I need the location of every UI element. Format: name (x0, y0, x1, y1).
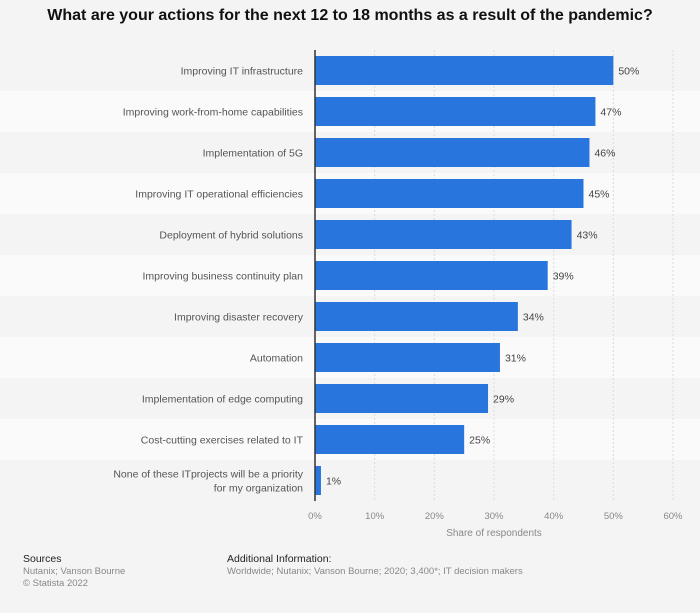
category-label: Improving disaster recovery (174, 312, 304, 324)
category-label: Automation (250, 353, 303, 365)
x-tick-label: 60% (663, 511, 683, 522)
category-label: Deployment of hybrid solutions (159, 230, 303, 242)
data-label: 39% (553, 271, 574, 283)
bar (315, 384, 489, 413)
category-label: Implementation of 5G (203, 148, 303, 160)
category-label: Improving IT operational efficiencies (135, 189, 303, 201)
bar (315, 179, 584, 208)
category-label: Implementation of edge computing (142, 394, 303, 406)
category-label: Improving business continuity plan (142, 271, 303, 283)
additional-info-heading: Additional Information: (227, 553, 332, 565)
x-tick-label: 20% (425, 511, 445, 522)
data-label: 47% (600, 107, 621, 119)
data-label: 34% (523, 312, 544, 324)
data-label: 1% (326, 476, 341, 488)
bar (315, 425, 465, 454)
x-tick-label: 10% (365, 511, 385, 522)
category-label: Cost-cutting exercises related to IT (141, 435, 304, 447)
category-label: None of these ITprojects will be a prior… (113, 469, 303, 495)
bar (315, 97, 596, 126)
additional-info-text: Worldwide; Nutanix; Vanson Bourne; 2020;… (227, 566, 523, 577)
x-axis-label: Share of respondents (446, 528, 542, 539)
data-label: 31% (505, 353, 526, 365)
x-tick-label: 0% (308, 511, 322, 522)
bar (315, 302, 518, 331)
data-label: 50% (618, 66, 639, 78)
data-label: 46% (594, 148, 615, 160)
data-label: 29% (493, 394, 514, 406)
copyright: © Statista 2022 (23, 578, 89, 589)
bar (315, 261, 548, 290)
bar (315, 343, 500, 372)
category-label: Improving work-from-home capabilities (123, 107, 303, 119)
data-label: 45% (589, 189, 610, 201)
x-tick-label: 30% (484, 511, 504, 522)
sources-text: Nutanix; Vanson Bourne (23, 566, 126, 577)
data-label: 25% (469, 435, 490, 447)
bar (315, 220, 572, 249)
row-band (0, 460, 700, 501)
sources-heading: Sources (23, 553, 62, 565)
bar (315, 56, 614, 85)
category-label: Improving IT infrastructure (181, 66, 304, 78)
data-label: 43% (577, 230, 598, 242)
chart-title: What are your actions for the next 12 to… (47, 7, 653, 24)
x-tick-label: 40% (544, 511, 564, 522)
x-tick-label: 50% (604, 511, 624, 522)
bar (315, 138, 590, 167)
bar (315, 466, 321, 495)
